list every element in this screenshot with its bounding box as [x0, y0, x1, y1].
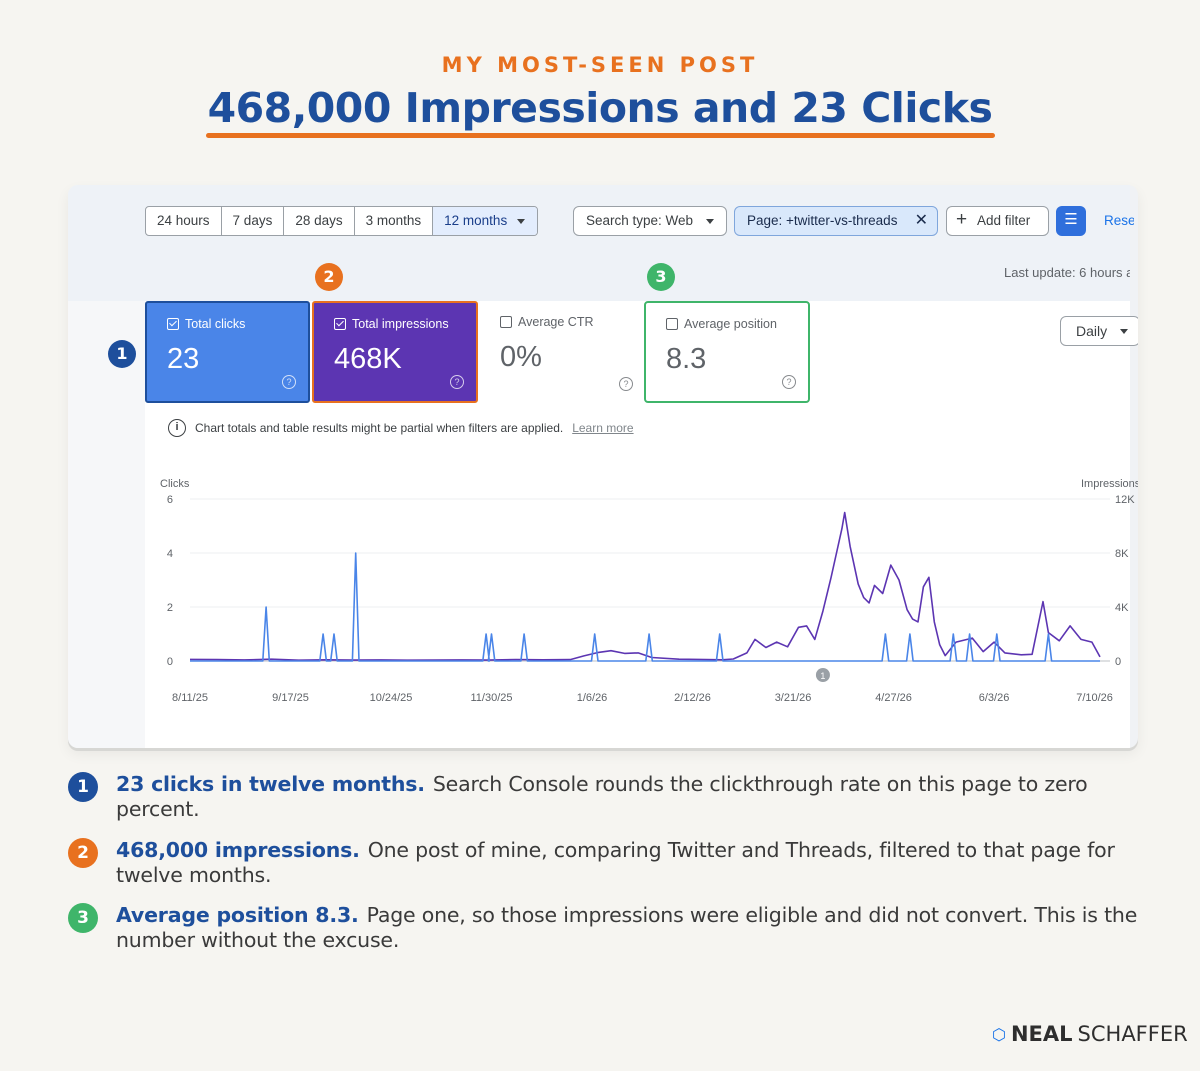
metric-card-total-clicks[interactable]: Total clicks 23 ?: [145, 301, 310, 403]
takeaway-text: One post of mine, comparing Twitter and …: [116, 838, 1115, 887]
takeaway-text: Page one, so those impressions were elig…: [116, 903, 1138, 952]
left-tick-label: 0: [167, 656, 173, 668]
clicks-series-line: [190, 552, 1100, 662]
granularity-label: Daily: [1076, 323, 1108, 339]
x-tick-label: 11/30/25: [471, 692, 513, 704]
x-tick-label: 6/3/26: [979, 692, 1010, 704]
chevron-down-icon: [1120, 329, 1128, 334]
chart-annotation-label: 1: [820, 671, 825, 681]
x-tick-label: 4/27/26: [875, 692, 912, 704]
checkbox-checked-icon[interactable]: [167, 318, 179, 330]
checkbox-checked-icon[interactable]: [334, 318, 346, 330]
metric-value: 468K: [334, 343, 402, 375]
chevron-down-icon: [517, 219, 526, 224]
right-axis-title: Impressions: [1081, 478, 1138, 490]
x-tick-label: 2/12/26: [674, 692, 711, 704]
filter-lines-icon: ☰: [1064, 211, 1078, 228]
checkbox-unchecked-icon[interactable]: [500, 316, 512, 328]
metric-card-total-impressions[interactable]: Total impressions 468K ?: [312, 301, 478, 403]
left-axis-title: Clicks: [160, 478, 190, 490]
page-filter-chip[interactable]: Page: +twitter-vs-threads ✕: [734, 206, 938, 236]
right-tick-label: 12K: [1115, 494, 1135, 506]
info-icon: i: [168, 419, 186, 437]
filter-settings-button[interactable]: ☰: [1056, 206, 1086, 236]
right-tick-label: 0: [1115, 656, 1121, 668]
metric-value: 8.3: [666, 343, 707, 375]
takeaway-lead: 468,000 impressions.: [116, 838, 360, 862]
impressions-series-line: [189, 511, 1101, 662]
metric-card-average-position[interactable]: Average position 8.3 ?: [644, 301, 810, 403]
add-filter-label: Add filter: [977, 213, 1031, 228]
notice-text: Chart totals and table results might be …: [195, 421, 564, 435]
takeaway-lead: 23 clicks in twelve months.: [116, 772, 425, 796]
kicker-title: MY MOST-SEEN POST: [441, 53, 759, 77]
x-tick-label: 8/11/25: [172, 692, 208, 704]
takeaway-number: 2: [68, 838, 98, 868]
takeaway-number: 3: [68, 903, 98, 933]
takeaway-lead: Average position 8.3.: [116, 903, 359, 927]
reset-link[interactable]: Reset: [1104, 213, 1134, 228]
date-range-selector[interactable]: 24 hours 7 days 28 days 3 months 12 mont…: [145, 206, 539, 236]
help-icon[interactable]: ?: [282, 375, 296, 389]
left-tick-label: 6: [167, 494, 173, 506]
brand-last-name: SCHAFFER: [1077, 1022, 1188, 1046]
partial-data-notice: i Chart totals and table results might b…: [168, 419, 634, 437]
range-3-months[interactable]: 3 months: [355, 207, 434, 235]
left-tick-label: 4: [167, 548, 173, 560]
performance-chart: Clicks Impressions 6 4 2 0 12K 8K 4K 0 8/11/25 9/17…: [160, 478, 1138, 704]
help-icon[interactable]: ?: [619, 377, 633, 391]
headline-underline: [206, 133, 995, 138]
x-tick-label: 1/6/26: [577, 692, 608, 704]
left-tick-label: 2: [167, 602, 173, 614]
range-12-months-label: 12 months: [444, 213, 508, 228]
callout-2: 2: [315, 263, 343, 291]
metric-label: Average CTR: [518, 315, 594, 329]
page-filter-label: Page: +twitter-vs-threads: [747, 213, 898, 228]
help-icon[interactable]: ?: [782, 375, 796, 389]
metric-value: 23: [167, 343, 200, 375]
learn-more-link[interactable]: Learn more: [572, 421, 634, 435]
range-7-days[interactable]: 7 days: [222, 207, 285, 235]
chevron-down-icon: [706, 219, 714, 224]
metric-value: 0%: [500, 341, 542, 373]
search-type-label: Search type: Web: [586, 213, 694, 228]
plus-icon: +: [956, 209, 968, 230]
help-icon[interactable]: ?: [450, 375, 464, 389]
metric-label: Total clicks: [185, 317, 246, 331]
last-update-text: Last update: 6 hours ago: [1004, 265, 1130, 280]
range-12-months[interactable]: 12 months: [433, 207, 538, 235]
search-type-dropdown[interactable]: Search type: Web: [573, 206, 727, 236]
brand-logo: ⬡ NEAL SCHAFFER: [992, 1022, 1188, 1046]
metric-label: Total impressions: [352, 317, 449, 331]
filter-header: [68, 185, 1130, 301]
checkbox-unchecked-icon[interactable]: [666, 318, 678, 330]
search-console-screenshot: 24 hours 7 days 28 days 3 months 12 mont…: [68, 185, 1138, 748]
x-tick-label: 7/10/26: [1076, 692, 1113, 704]
takeaway-text: Search Console rounds the clickthrough r…: [116, 772, 1088, 821]
callout-3: 3: [647, 263, 675, 291]
metric-card-average-ctr[interactable]: Average CTR 0% ?: [480, 301, 645, 403]
headline: 468,000 Impressions and 23 Clicks: [207, 84, 993, 132]
x-tick-label: 3/21/26: [775, 692, 812, 704]
takeaway-number: 1: [68, 772, 98, 802]
range-24-hours[interactable]: 24 hours: [146, 207, 222, 235]
x-tick-label: 9/17/25: [272, 692, 309, 704]
close-icon[interactable]: ✕: [914, 212, 928, 229]
range-28-days[interactable]: 28 days: [284, 207, 355, 235]
add-filter-button[interactable]: + Add filter: [946, 206, 1049, 236]
right-tick-label: 8K: [1115, 548, 1129, 560]
brand-first-name: NEAL: [1010, 1022, 1073, 1046]
metric-label: Average position: [684, 317, 777, 331]
hexagon-logo-icon: ⬡: [992, 1024, 1006, 1044]
callout-1: 1: [108, 340, 136, 368]
x-tick-label: 10/24/25: [370, 692, 413, 704]
chart-annotation-marker: [815, 668, 830, 682]
right-tick-label: 4K: [1115, 602, 1129, 614]
granularity-dropdown[interactable]: Daily: [1060, 316, 1138, 346]
